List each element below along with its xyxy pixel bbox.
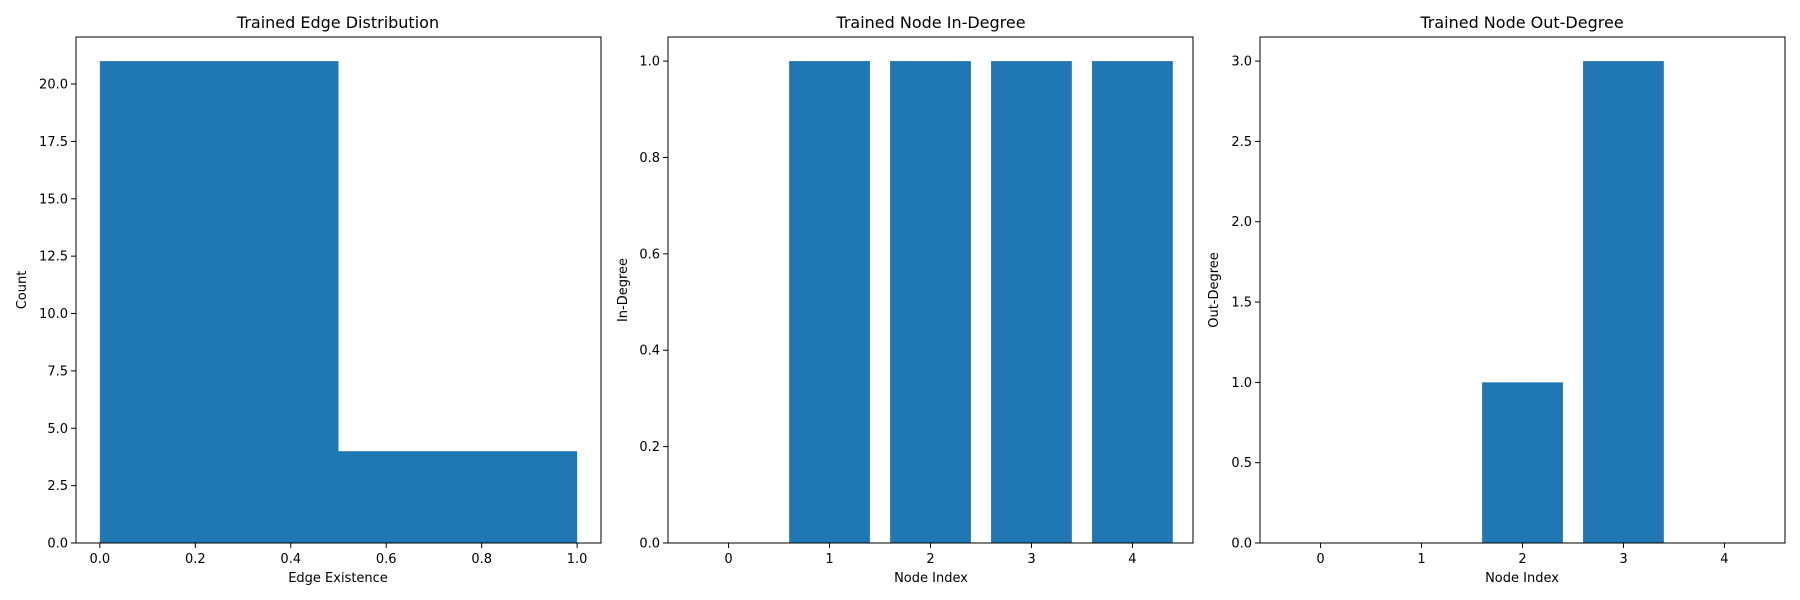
- y-tick-label: 2.0: [1231, 215, 1252, 230]
- x-tick-label: 1: [825, 552, 833, 567]
- bar-node-1: [789, 61, 870, 543]
- chart-title: Trained Node In-Degree: [835, 13, 1025, 32]
- y-tick-label: 0.0: [47, 537, 68, 552]
- y-tick-label: 7.5: [47, 364, 68, 379]
- y-tick-label: 0.0: [639, 537, 660, 552]
- chart-title: Trained Edge Distribution: [236, 13, 439, 32]
- bar-node-3: [991, 61, 1072, 543]
- y-tick-label: 2.5: [1231, 135, 1252, 150]
- x-axis-label: Node Index: [894, 571, 968, 586]
- x-tick-label: 0.6: [376, 552, 397, 567]
- axes-frame: [75, 36, 602, 544]
- x-tick-label: 4: [1128, 552, 1136, 567]
- y-axis-label: In-Degree: [616, 258, 631, 322]
- axes-frame: [1259, 36, 1786, 544]
- y-ticks: 0.0 2.5 5.0 7.5 10.0 12.5 15.0 17.5 20.0: [39, 78, 76, 552]
- y-tick-label: 1.0: [1231, 376, 1252, 391]
- y-axis-label: Out-Degree: [1207, 252, 1222, 328]
- bar-node-3: [1583, 61, 1664, 543]
- x-tick-label: 0.2: [185, 552, 206, 567]
- y-tick-label: 0.0: [1231, 537, 1252, 552]
- bars: [99, 61, 578, 543]
- bars: [789, 61, 1173, 543]
- y-tick-label: 0.8: [639, 151, 660, 166]
- y-tick-label: 3.0: [1231, 55, 1252, 70]
- x-tick-label: 2: [1518, 552, 1526, 567]
- x-tick-label: 3: [1619, 552, 1627, 567]
- y-tick-label: 0.2: [639, 440, 660, 455]
- panel-node-out-degree: Trained Node Out-Degree Node Index Out-D…: [1207, 13, 1786, 586]
- bar-node-2: [1482, 382, 1563, 543]
- y-tick-label: 2.5: [47, 479, 68, 494]
- y-tick-label: 15.0: [39, 192, 68, 207]
- x-tick-label: 0.0: [90, 552, 111, 567]
- x-tick-label: 1.0: [567, 552, 588, 567]
- x-tick-label: 0.8: [471, 552, 492, 567]
- panel-edge-distribution: Trained Edge Distribution Edge Existence…: [15, 13, 602, 586]
- panel-node-in-degree: Trained Node In-Degree Node Index In-Deg…: [616, 13, 1194, 586]
- x-tick-label: 1: [1417, 552, 1425, 567]
- y-ticks: 0.0 0.5 1.0 1.5 2.0 2.5 3.0: [1231, 55, 1260, 552]
- y-tick-label: 12.5: [39, 250, 68, 265]
- x-tick-label: 3: [1027, 552, 1035, 567]
- histogram-bar: [338, 451, 578, 543]
- y-ticks: 0.0 0.2 0.4 0.6 0.8 1.0: [639, 55, 668, 552]
- x-axis-label: Edge Existence: [288, 571, 388, 586]
- y-tick-label: 5.0: [47, 422, 68, 437]
- y-tick-label: 0.4: [639, 344, 660, 359]
- y-tick-label: 1.5: [1231, 296, 1252, 311]
- x-axis-label: Node Index: [1485, 571, 1559, 586]
- x-tick-label: 2: [926, 552, 934, 567]
- y-tick-label: 17.5: [39, 135, 68, 150]
- bar-node-2: [890, 61, 971, 543]
- y-tick-label: 1.0: [639, 55, 660, 70]
- x-ticks: 0.0 0.2 0.4 0.6 0.8 1.0: [90, 543, 588, 567]
- histogram-bar: [99, 61, 339, 543]
- y-tick-label: 0.6: [639, 247, 660, 262]
- y-axis-label: Count: [15, 271, 30, 310]
- y-tick-label: 20.0: [39, 78, 68, 93]
- bars: [1482, 61, 1664, 543]
- y-tick-label: 0.5: [1231, 456, 1252, 471]
- x-tick-label: 4: [1720, 552, 1728, 567]
- bar-node-4: [1092, 61, 1173, 543]
- x-tick-label: 0: [1316, 552, 1324, 567]
- x-ticks: 0 1 2 3 4: [1316, 543, 1729, 567]
- x-ticks: 0 1 2 3 4: [724, 543, 1137, 567]
- axes-frame: [667, 36, 1194, 544]
- x-tick-label: 0: [724, 552, 732, 567]
- chart-title: Trained Node Out-Degree: [1419, 13, 1623, 32]
- x-tick-label: 0.4: [280, 552, 301, 567]
- y-tick-label: 10.0: [39, 307, 68, 322]
